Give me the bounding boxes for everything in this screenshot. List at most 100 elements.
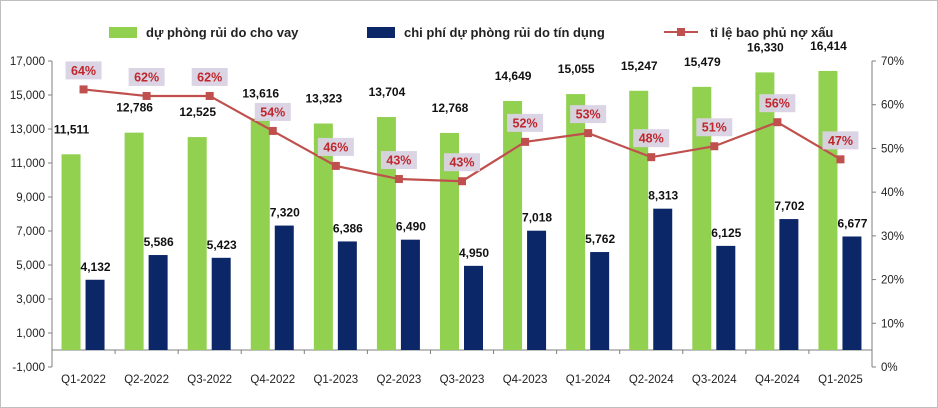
left-tick-label: 17,000 [10,56,45,68]
coverage-line [79,85,845,186]
right-tick-label: 70% [881,56,904,68]
label-credit-cost: 6,490 [396,220,426,234]
label-coverage: 51% [702,121,727,135]
bar-provision [440,132,459,350]
bar-credit-cost [337,241,357,350]
label-credit-cost: 6,125 [711,226,741,240]
label-provision: 16,330 [747,40,784,54]
coverage-label-box [317,137,354,156]
left-tick-label: 13,000 [10,124,45,136]
coverage-label-box [65,61,102,80]
legend-label-provision: dự phòng rủi do cho vay [146,25,299,40]
coverage-marker [331,161,340,170]
label-credit-cost: 4,950 [459,246,489,260]
bar-credit-cost [590,252,610,350]
left-tick-label: 7,000 [16,226,45,238]
category-label: Q3-2024 [692,374,737,386]
label-credit-cost: 5,423 [207,238,237,252]
category-label: Q1-2024 [566,374,611,386]
left-tick-label: 15,000 [10,90,45,102]
label-provision: 15,479 [684,55,721,69]
bar-provision [755,72,775,350]
left-tick-label: -1,000 [12,362,45,374]
bar-credit-cost [653,208,673,350]
label-provision: 12,768 [432,101,469,115]
label-coverage: 48% [639,132,664,146]
coverage-label-box [444,153,480,172]
label-coverage: 43% [449,156,474,170]
bar-credit-cost [148,255,168,350]
label-credit-cost: 6,386 [333,221,363,235]
label-coverage: 62% [197,70,222,84]
label-credit-cost: 5,586 [144,235,174,249]
category-label: Q1-2025 [818,374,863,386]
bar-provision [566,94,586,350]
label-coverage: 54% [260,105,285,119]
label-provision: 12,786 [116,101,153,115]
label-coverage: 52% [513,116,538,130]
label-credit-cost: 8,313 [648,189,678,203]
label-coverage: 47% [828,134,853,148]
coverage-label-box [633,129,670,148]
label-provision: 13,616 [242,87,279,101]
right-tick-label: 60% [881,100,904,112]
coverage-marker [268,126,277,135]
bar-provision [313,123,333,350]
category-label: Q1-2022 [61,374,106,386]
bar-credit-cost [400,239,420,350]
label-provision: 13,704 [369,85,406,99]
label-coverage: 64% [71,64,96,78]
category-label: Q4-2023 [503,374,548,386]
label-credit-cost: 4,132 [81,260,111,274]
label-provision: 15,247 [621,59,658,73]
category-label: Q4-2022 [250,374,295,386]
left-tick-label: 9,000 [16,192,45,204]
label-credit-cost: 7,320 [270,206,300,220]
left-tick-label: 11,000 [11,158,45,170]
coverage-marker [584,129,593,138]
legend-swatch-credit-cost [367,27,395,38]
bar-provision [61,154,81,350]
left-tick-label: 1,000 [16,328,45,340]
coverage-label-box [507,113,544,132]
coverage-marker [205,91,214,100]
legend-swatch-provision [109,27,137,38]
right-tick-label: 20% [881,275,904,287]
coverage-marker [710,142,719,151]
right-tick-label: 0% [881,362,898,374]
bar-credit-cost [211,257,231,350]
bar-credit-cost [85,279,105,350]
bar-credit-cost [842,236,862,350]
coverage-label-box [191,67,228,86]
coverage-label-box [696,118,733,137]
coverage-marker [394,175,403,184]
category-label: Q4-2024 [755,374,800,386]
data-labels: 11,511 4,132 12,786 5,586 12,525 5,423 13,616 7… [54,39,868,274]
coverage-label-box [822,131,859,150]
label-coverage: 62% [134,70,159,84]
legend: dự phòng rủi do cho vay chi phí dự phòng… [109,25,833,40]
right-tick-label: 10% [881,318,904,330]
coverage-marker [647,153,656,162]
coverage-marker [79,85,88,94]
label-credit-cost: 6,677 [837,216,867,230]
label-provision: 13,323 [305,92,342,106]
coverage-label-box [254,102,291,121]
coverage-marker [836,155,845,164]
coverage-label-box [570,105,607,124]
legend-label-credit-cost: chi phí dự phòng rủi do tín dụng [404,25,605,40]
bar-provision [692,86,712,351]
coverage-marker [458,177,466,186]
category-label: Q2-2023 [377,374,422,386]
category-label: Q2-2022 [124,374,169,386]
label-coverage: 46% [323,140,348,154]
bar-provision [629,90,649,351]
label-provision: 15,055 [558,62,595,76]
category-label: Q3-2022 [187,374,232,386]
legend-marker-coverage [677,28,685,36]
bar-credit-cost [274,225,294,350]
label-provision: 12,525 [179,105,216,119]
category-label: Q3-2023 [440,374,485,386]
bar-provision [818,70,838,350]
